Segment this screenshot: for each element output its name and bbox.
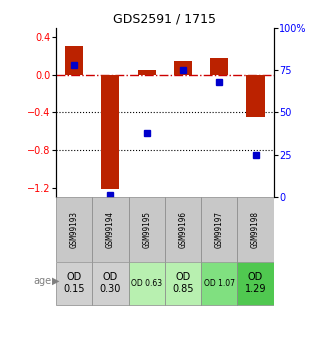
Bar (165, 197, 201, 262)
Bar (165, 262, 201, 305)
Text: OD
0.85: OD 0.85 (172, 273, 194, 294)
Bar (201, 197, 237, 262)
Bar (92, 197, 128, 262)
Bar (246, 75, 265, 117)
Title: GDS2591 / 1715: GDS2591 / 1715 (113, 12, 216, 25)
Bar (56, 262, 92, 305)
Bar (128, 197, 165, 262)
Text: GSM99195: GSM99195 (142, 211, 151, 248)
Text: OD
0.30: OD 0.30 (100, 273, 121, 294)
Text: age: age (34, 276, 52, 286)
Text: OD
0.15: OD 0.15 (63, 273, 85, 294)
Text: ▶: ▶ (52, 276, 60, 286)
Text: OD 1.07: OD 1.07 (204, 279, 235, 288)
Text: GSM99193: GSM99193 (70, 211, 79, 248)
Bar (101, 75, 119, 189)
Bar (92, 262, 128, 305)
Bar (56, 197, 92, 262)
Bar (201, 262, 237, 305)
Text: GSM99198: GSM99198 (251, 211, 260, 248)
Text: OD 0.63: OD 0.63 (131, 279, 162, 288)
Bar (137, 70, 156, 75)
Bar (174, 60, 192, 75)
Bar (237, 197, 274, 262)
Text: GSM99197: GSM99197 (215, 211, 224, 248)
Bar (65, 47, 83, 75)
Bar (210, 58, 228, 75)
Bar (237, 262, 274, 305)
Text: GSM99196: GSM99196 (179, 211, 188, 248)
Bar (128, 262, 165, 305)
Text: GSM99194: GSM99194 (106, 211, 115, 248)
Text: OD
1.29: OD 1.29 (245, 273, 266, 294)
